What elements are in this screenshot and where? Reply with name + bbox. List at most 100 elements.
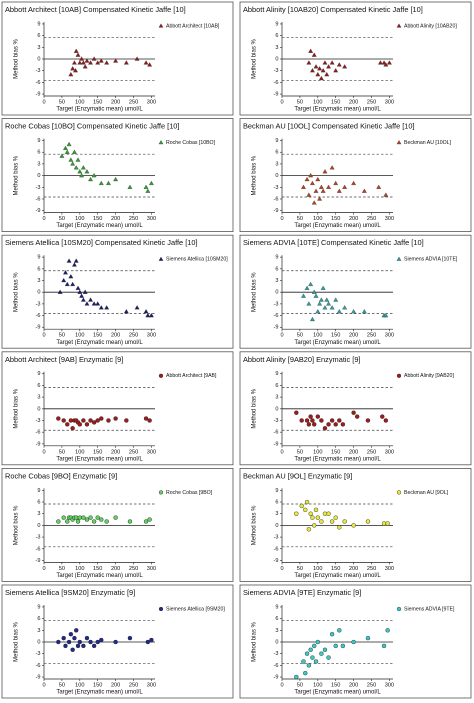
x-tick-label: 50 xyxy=(59,682,65,688)
x-tick-label: 250 xyxy=(367,682,376,688)
point xyxy=(88,297,93,302)
y-tick-label: -6 xyxy=(274,196,279,202)
point xyxy=(68,632,74,637)
y-tick-label: -6 xyxy=(274,313,279,319)
point xyxy=(75,519,81,524)
point xyxy=(91,301,97,306)
x-tick-label: 100 xyxy=(75,99,84,105)
panel-title: Siemens ADVIA [9TE] Enzymatic [9] xyxy=(243,588,361,597)
point xyxy=(99,416,104,421)
y-tick-label: 9 xyxy=(37,371,40,377)
point xyxy=(361,188,367,193)
point xyxy=(299,503,304,509)
point xyxy=(333,515,338,520)
point xyxy=(81,643,86,649)
legend-marker xyxy=(396,23,402,28)
point xyxy=(308,511,313,516)
point xyxy=(326,301,331,306)
x-axis-label: Target (Enzymatic mean) umol/L xyxy=(56,456,143,462)
y-tick-label: 9 xyxy=(37,255,40,261)
y-tick-label: -3 xyxy=(36,535,41,541)
point xyxy=(303,507,308,513)
x-tick-label: 0 xyxy=(42,449,45,455)
y-tick-label: 0 xyxy=(275,639,278,645)
point xyxy=(336,309,342,314)
point xyxy=(147,517,152,522)
x-tick-label: 50 xyxy=(59,99,65,105)
point xyxy=(56,416,61,421)
point xyxy=(73,258,79,263)
x-tick-label: 0 xyxy=(42,566,45,572)
point xyxy=(303,670,308,676)
point xyxy=(71,149,77,154)
panel: Abbott Architect [10AB] Compensated Kine… xyxy=(1,1,234,116)
panel: Siemens Atellica [9SM20] Enzymatic [9] 9 6… xyxy=(1,584,234,699)
panel-title: Abbott Architect [9AB] Enzymatic [9] xyxy=(5,355,123,364)
point xyxy=(301,184,306,189)
x-tick-label: 100 xyxy=(313,682,322,688)
point xyxy=(322,60,328,65)
point xyxy=(320,68,326,73)
x-tick-label: 200 xyxy=(111,99,120,105)
x-axis-label: Target (Enzymatic mean) umol/L xyxy=(56,340,143,346)
point xyxy=(82,289,88,294)
point xyxy=(91,420,97,425)
point xyxy=(351,180,357,186)
x-tick-label: 0 xyxy=(42,682,45,688)
panel-title: Abbott Architect [10AB] Compensated Kine… xyxy=(5,5,186,14)
point xyxy=(318,184,324,189)
x-tick-label: 150 xyxy=(93,333,102,339)
panel: Siemens Atellica [10SM20] Compensated Ki… xyxy=(1,234,234,349)
point xyxy=(59,153,65,158)
y-tick-label: 6 xyxy=(275,616,278,622)
point xyxy=(148,180,154,186)
x-tick-label: 250 xyxy=(367,449,376,455)
x-tick-label: 50 xyxy=(297,99,303,105)
y-tick-label: 6 xyxy=(37,33,40,39)
y-tick-label: 3 xyxy=(37,395,40,401)
legend-label: Abbott Alinity [9AB20] xyxy=(404,373,454,379)
point xyxy=(82,64,88,69)
point xyxy=(333,180,339,186)
y-tick-label: 3 xyxy=(37,161,40,167)
point xyxy=(63,643,68,649)
point xyxy=(337,628,342,633)
point xyxy=(104,519,109,524)
legend-marker xyxy=(158,606,164,612)
y-tick-label: -3 xyxy=(36,301,41,307)
point xyxy=(315,176,321,182)
point xyxy=(113,515,118,520)
point xyxy=(147,418,152,423)
y-tick-label: -6 xyxy=(36,663,41,669)
point xyxy=(329,165,335,170)
point xyxy=(294,674,299,680)
x-tick-label: 0 xyxy=(280,449,283,455)
point xyxy=(329,305,335,310)
legend-label: Siemens ADVIA [10TE] xyxy=(404,257,458,263)
legend-label: Siemens Atellica [9SM20] xyxy=(166,606,225,612)
point xyxy=(304,285,310,290)
point xyxy=(306,301,312,306)
point xyxy=(70,66,76,71)
point xyxy=(70,647,75,652)
legend-marker xyxy=(396,490,402,495)
x-tick-label: 100 xyxy=(75,216,84,222)
y-tick-label: 6 xyxy=(275,500,278,506)
panel-border xyxy=(1,351,234,466)
point xyxy=(149,637,154,643)
x-tick-label: 250 xyxy=(367,216,376,222)
point xyxy=(315,71,321,77)
point xyxy=(66,258,72,263)
point xyxy=(342,519,347,524)
point xyxy=(383,418,389,423)
x-tick-label: 100 xyxy=(313,333,322,339)
y-tick-label: 0 xyxy=(37,523,40,529)
y-tick-label: 3 xyxy=(275,628,278,634)
point xyxy=(361,309,367,314)
x-tick-label: 150 xyxy=(331,216,340,222)
point xyxy=(313,293,319,298)
point xyxy=(68,71,74,77)
point xyxy=(304,499,310,505)
y-tick-label: 0 xyxy=(275,173,278,179)
y-axis-label: Method bias % xyxy=(14,155,20,195)
